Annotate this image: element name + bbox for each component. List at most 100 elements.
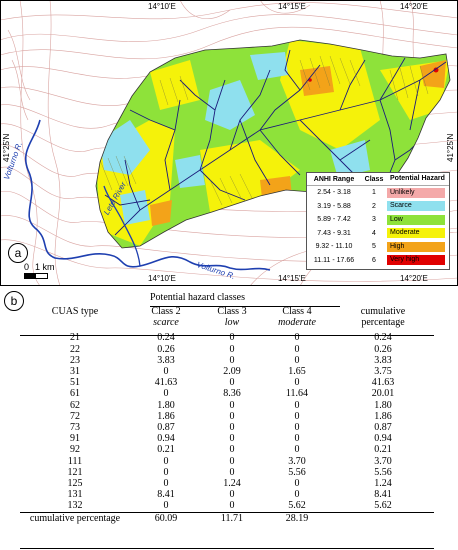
scale-bar: 0 1 km <box>24 262 55 279</box>
table-cell: 0.26 <box>157 343 175 355</box>
table-cell: 1.86 <box>374 410 392 422</box>
table-cell: 0 <box>229 466 235 478</box>
scale-end: 1 km <box>35 262 55 272</box>
legend-class: 1 <box>372 189 376 197</box>
table-cell: 0.26 <box>374 343 392 355</box>
table-row: 62 1.80 0 0 1.80 <box>20 400 434 411</box>
legend-rows: 2.54 - 3.18 1 Unlikely 3.19 - 5.88 2 Scarce 5.… <box>307 186 449 267</box>
table-cell: 31 <box>70 366 80 378</box>
table-row: 31 0 2.09 1.65 3.75 <box>20 366 434 377</box>
table-cell: 11.64 <box>285 388 309 400</box>
lete-river <box>103 185 141 267</box>
legend-range: 5.89 - 7.42 <box>317 216 351 224</box>
map-panel: 14°10'E 14°15'E 14°20'E 14°10'E 14°15'E … <box>0 0 458 286</box>
legend-class: 4 <box>372 229 376 237</box>
header-rule <box>20 335 434 336</box>
table-cell: 0 <box>163 478 169 490</box>
table-cell: 0 <box>294 444 300 456</box>
table-cell: 0 <box>294 399 300 411</box>
table-cell: 111 <box>67 455 83 467</box>
panel-label-b: b <box>4 291 24 311</box>
table-row: 21 0.24 0 0 0.24 <box>20 330 434 343</box>
table-row: 131 8.41 0 0 8.41 <box>20 489 434 500</box>
table-total-row: cumulative percentage 60.09 11.71 28.19 <box>20 511 434 524</box>
table-cell: 0.87 <box>157 422 175 434</box>
table-cell: 0.94 <box>374 433 392 445</box>
table-cell: 5.62 <box>288 500 306 512</box>
legend-range: 9.32 - 11.10 <box>315 243 353 251</box>
table-row: 121 0 0 5.56 5.56 <box>20 467 434 478</box>
table-cell: 92 <box>70 444 80 456</box>
hazard-classes-header: Potential hazard classes <box>150 292 245 303</box>
legend-header-class: Class <box>364 175 384 183</box>
table-cell: 5.56 <box>374 466 392 478</box>
table-cell: 125 <box>67 478 83 490</box>
table-cell: 3.83 <box>157 354 175 366</box>
table-cell: 1.86 <box>157 410 175 422</box>
group-underline <box>150 306 340 307</box>
table-cell: 72 <box>70 410 80 422</box>
table-cell: 0 <box>229 433 235 445</box>
table-row: 132 0 0 5.62 5.62 <box>20 500 434 512</box>
legend-class: 5 <box>372 243 376 251</box>
table-cell: 2.09 <box>223 366 241 378</box>
table-cell: 41.63 <box>371 377 395 389</box>
table-row: 23 3.83 0 0 3.83 <box>20 355 434 366</box>
legend-row: 3.19 - 5.88 2 Scarce <box>307 200 449 214</box>
table-cell: 0.87 <box>374 422 392 434</box>
table-cell: 0 <box>229 410 235 422</box>
table-cell: 62 <box>70 399 80 411</box>
table-cell: 0 <box>229 422 235 434</box>
legend-swatch: Very high <box>387 255 445 266</box>
table-cell: 0.94 <box>157 433 175 445</box>
table-row: 72 1.86 0 0 1.86 <box>20 411 434 422</box>
table-cell: 1.80 <box>374 399 392 411</box>
table-row: 111 0 0 3.70 3.70 <box>20 456 434 467</box>
table-cell: 0 <box>163 388 169 400</box>
coord-top-2: 14°15'E <box>278 2 306 11</box>
legend-row: 11.11 - 17.66 6 Very high <box>307 254 449 268</box>
table-cell: 0 <box>294 489 300 501</box>
table-header-row: CUAS type Class 2 scarce Class 3 low Class… <box>20 306 434 330</box>
table-cell: 0 <box>294 343 300 355</box>
coord-bottom-1: 14°10'E <box>148 274 176 283</box>
legend-swatch: Moderate <box>387 228 445 239</box>
table-cell: 0 <box>294 377 300 389</box>
legend-range: 11.11 - 17.66 <box>313 256 355 264</box>
table-row: 91 0.94 0 0 0.94 <box>20 433 434 444</box>
legend-class: 2 <box>372 202 376 210</box>
table-row: 125 0 1.24 0 1.24 <box>20 478 434 489</box>
table-cell: 3.75 <box>374 366 392 378</box>
legend-range: 2.54 - 3.18 <box>317 189 351 197</box>
table-cell: 23 <box>70 354 80 366</box>
legend-swatch: High <box>387 241 445 252</box>
table-body: 21 0.24 0 0 0.24 22 0.26 0 0 0.26 23 3.83 0 0 3.83 31 0 2… <box>20 330 434 524</box>
panel-label-a: a <box>8 243 28 263</box>
table-cell: 5.62 <box>374 500 392 512</box>
table-cell: 0 <box>229 332 235 344</box>
cuas-table: CUAS type Class 2 scarce Class 3 low Class… <box>20 306 434 524</box>
table-cell: 0 <box>294 410 300 422</box>
legend-range: 7.43 - 9.31 <box>317 229 351 237</box>
legend-swatch: Unlikely <box>387 187 445 198</box>
table-cell: 132 <box>67 500 83 512</box>
header-cuas-type: CUAS type <box>51 306 99 317</box>
table-row: 61 0 8.36 11.64 20.01 <box>20 388 434 399</box>
legend-range: 3.19 - 5.88 <box>317 202 351 210</box>
table-cell: 1.24 <box>374 478 392 490</box>
table-cell: 0 <box>229 377 235 389</box>
table-cell: 21 <box>70 332 80 344</box>
table-cell: 1.24 <box>223 478 241 490</box>
table-cell: 0 <box>294 422 300 434</box>
table-cell: 0 <box>229 399 235 411</box>
header-class-2: Class 2 scarce <box>151 306 181 329</box>
table-row: 73 0.87 0 0 0.87 <box>20 422 434 433</box>
legend-row: 9.32 - 11.10 5 High <box>307 240 449 254</box>
volturno-river <box>24 119 271 271</box>
table-cell: 0.21 <box>374 444 392 456</box>
table-cell: 0 <box>229 489 235 501</box>
table-cell: 8.36 <box>223 388 241 400</box>
table-cell: 20.01 <box>371 388 395 400</box>
coord-bottom-2: 14°15'E <box>278 274 306 283</box>
header-class-4: Class 4 moderate <box>278 306 316 329</box>
